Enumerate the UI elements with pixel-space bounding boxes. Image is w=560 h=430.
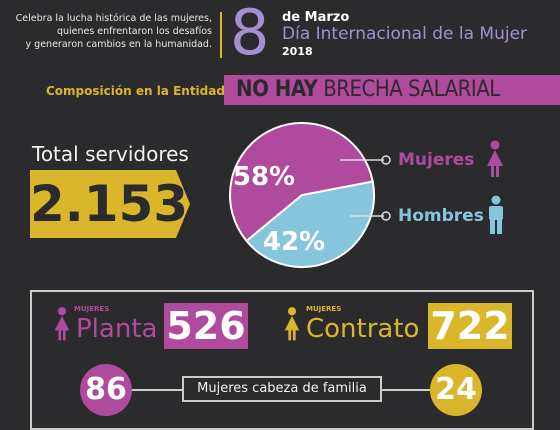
event-title: Día Internacional de la Mujer bbox=[282, 24, 528, 44]
cabeza-planta-value: 86 bbox=[80, 364, 132, 416]
female-icon-contrato bbox=[284, 307, 300, 341]
tagline: Celebra la lucha histórica de las mujere… bbox=[10, 12, 212, 51]
cabeza-label: Mujeres cabeza de familia bbox=[182, 376, 382, 402]
pie-slice-mujeres bbox=[229, 122, 374, 243]
female-icon bbox=[487, 140, 503, 177]
total-badge-shape bbox=[30, 170, 190, 238]
day-number: 8 bbox=[230, 0, 270, 69]
cabeza-contrato-value: 24 bbox=[430, 364, 482, 416]
legend-hombres: Hombres bbox=[398, 206, 484, 226]
event-year: 2018 bbox=[282, 45, 313, 58]
female-icon-planta bbox=[54, 307, 70, 341]
legend-mujeres: Mujeres bbox=[398, 150, 475, 170]
total-label: Total servidores bbox=[32, 142, 189, 166]
composition-label: Composición en la Entidad bbox=[46, 84, 225, 98]
gender-pie-chart: 58% 42% bbox=[229, 122, 375, 269]
month-label: de Marzo bbox=[282, 10, 350, 25]
banner-rest-text: BRECHA SALARIAL bbox=[323, 77, 500, 102]
header-divider bbox=[220, 12, 222, 58]
tagline-line-2: quienes enfrentaron los desafíos bbox=[56, 26, 212, 37]
contrato-small-label: MUJERES bbox=[306, 305, 342, 313]
legend-connectors bbox=[340, 155, 391, 221]
contrato-value: 722 bbox=[428, 303, 512, 349]
male-icon bbox=[489, 195, 503, 234]
banner-bold-text: NO HAY bbox=[236, 77, 318, 102]
pie-slice-hombres bbox=[245, 180, 375, 269]
total-value: 2.153 bbox=[30, 175, 189, 233]
planta-small-label: MUJERES bbox=[74, 305, 110, 313]
total-value-badge: 2.153 bbox=[30, 170, 190, 238]
contrato-label: Contrato bbox=[306, 314, 420, 344]
tagline-line-3: y generaron cambios en la humanidad. bbox=[25, 39, 212, 50]
pie-label-hombres: 42% bbox=[263, 227, 325, 257]
planta-label: Planta bbox=[76, 314, 158, 344]
tagline-line-1: Celebra la lucha histórica de las mujere… bbox=[15, 13, 212, 24]
salary-gap-banner: NO HAY BRECHA SALARIAL bbox=[224, 75, 560, 105]
pie-label-mujeres: 58% bbox=[233, 162, 295, 192]
planta-value: 526 bbox=[164, 303, 248, 349]
